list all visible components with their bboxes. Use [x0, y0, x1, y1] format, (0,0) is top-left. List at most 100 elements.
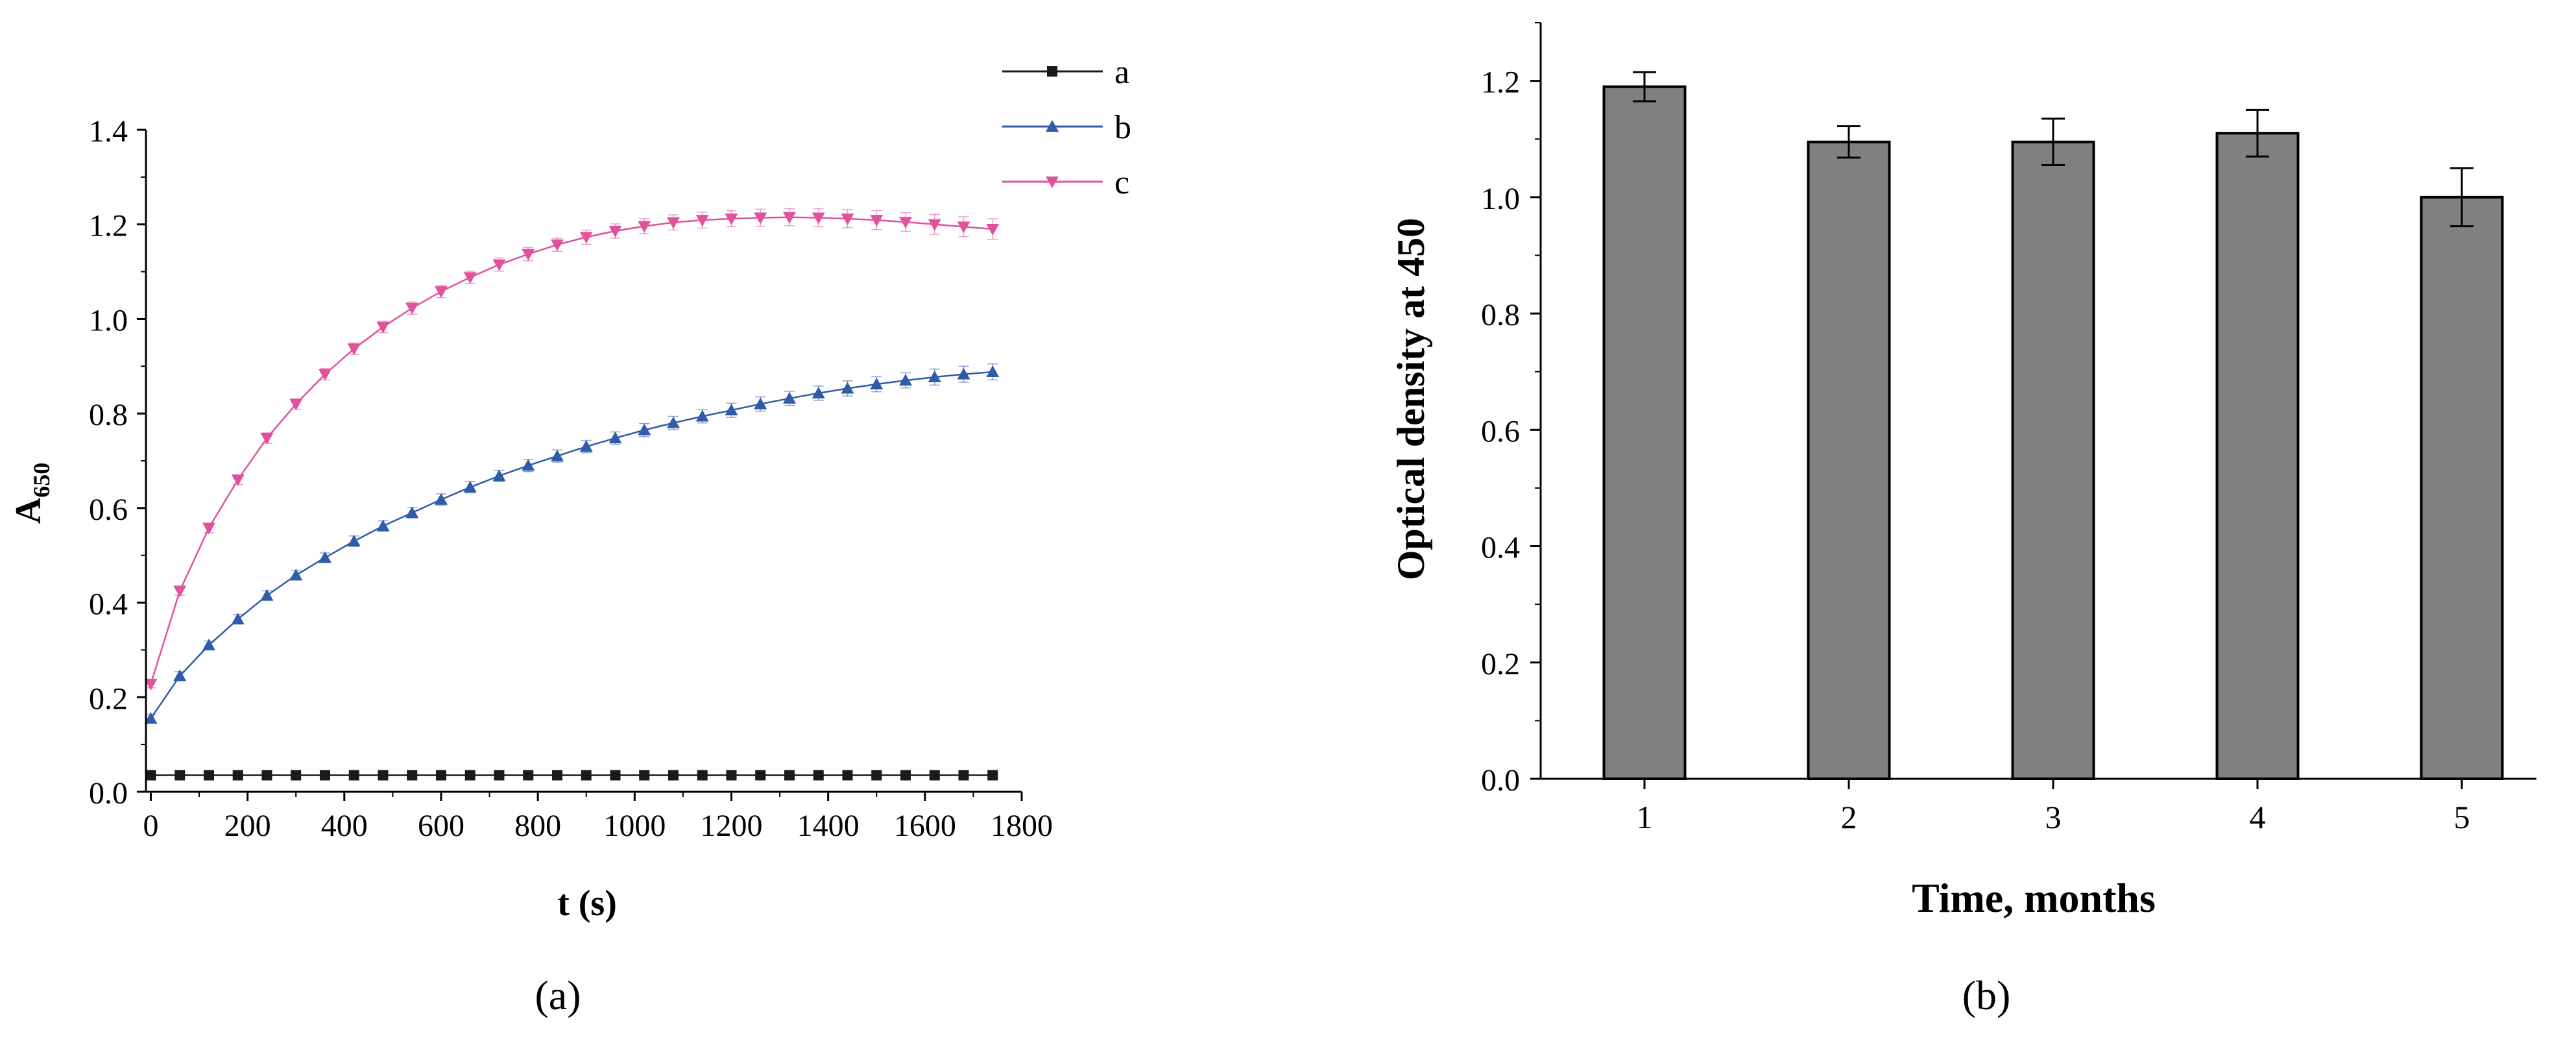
series-c-point [405, 302, 419, 315]
legend-marker-c [1046, 177, 1059, 188]
series-c-point [289, 398, 303, 411]
series-c-point [841, 213, 854, 225]
series-a-point [175, 770, 186, 781]
series-b-point [492, 469, 506, 482]
series-b-point [638, 423, 651, 435]
bar-month-4 [2215, 132, 2300, 780]
panel-b-x-tick-label: 2 [1841, 799, 1857, 835]
series-c-point [550, 239, 564, 252]
series-b-point [666, 416, 680, 428]
series-c [144, 208, 1000, 691]
series-c-point [463, 272, 477, 284]
bar-month-1 [1602, 85, 1687, 781]
panel-a-line-chart: 0.0 0.2 0.4 0.6 0.8 1.0 1.2 1.4 0 200 400 600 800 10… [8, 54, 1131, 1018]
series-b-point [812, 386, 825, 398]
panel-b-y-tick-label: 0.4 [1481, 531, 1520, 565]
series-a-point [464, 770, 475, 781]
panel-a-x-tick-label: 1800 [991, 809, 1053, 843]
series-a-point [407, 770, 418, 781]
panel-a-x-tick-label: 0 [143, 809, 158, 843]
series-b-point [782, 391, 796, 404]
panel-a-y-tick-label: 1.0 [89, 303, 128, 337]
series-a-point [900, 770, 911, 781]
bar-month-3 [2011, 140, 2095, 780]
series-c-point [928, 219, 941, 231]
series-a [145, 770, 998, 781]
series-a-point [929, 770, 940, 781]
series-a-point [697, 770, 708, 781]
series-c-point [202, 522, 215, 535]
series-a-point [958, 770, 969, 781]
series-c-point [347, 343, 361, 356]
panel-a-x-tick-label: 400 [321, 809, 368, 843]
panel-a-y-label-main: A [8, 497, 49, 524]
panel-b-y-tick-label: 0.6 [1481, 414, 1520, 448]
legend-label-a: a [1114, 54, 1129, 91]
series-a-point [378, 770, 389, 781]
panel-b-y-tick-label: 0.8 [1481, 298, 1520, 332]
panel-a-y-tick-label: 0.6 [89, 493, 128, 527]
panel-a-caption: (a) [535, 972, 581, 1018]
series-a-point [726, 770, 737, 781]
series-c-point [898, 217, 912, 229]
panel-b-bars [1602, 71, 2504, 781]
panel-b-y-tick-label: 0.0 [1481, 763, 1520, 798]
series-a-point [581, 770, 592, 781]
series-a-point [319, 770, 330, 781]
series-c-point [608, 225, 622, 238]
series-a-point [435, 770, 446, 781]
panel-b-x-tick-label: 4 [2250, 799, 2266, 835]
series-b-point [231, 613, 245, 625]
series-b-point [434, 493, 448, 505]
panel-a-x-axis-label: t (s) [557, 883, 617, 924]
panel-b-bar-chart: 0.0 0.2 0.4 0.6 0.8 1.0 1.2 1 2 3 4 5 Optical dens… [1390, 22, 2536, 1018]
panel-a-axes [137, 129, 1023, 801]
series-b-point [579, 440, 593, 452]
panel-b-x-axis-label: Time, months [1912, 875, 2156, 921]
panel-a-y-axis-label: A650 [8, 463, 54, 524]
series-a-point [145, 770, 156, 781]
series-c-point [957, 221, 970, 234]
legend-item-c: c [1002, 164, 1129, 201]
series-a-point [610, 770, 621, 781]
series-c-point [376, 321, 390, 334]
panel-a-y-tick-label: 1.4 [89, 114, 128, 149]
series-c-point [986, 224, 1000, 236]
series-a-point [291, 770, 302, 781]
panel-a-y-tick-label: 0.0 [89, 776, 128, 811]
panel-a-y-tick-label: 0.8 [89, 398, 128, 432]
series-a-point [784, 770, 795, 781]
series-c-point [666, 217, 680, 229]
series-a-point [348, 770, 359, 781]
series-c-point [434, 286, 448, 299]
series-c-point [754, 212, 767, 225]
legend-marker-b [1046, 120, 1059, 132]
series-c-point [522, 249, 535, 261]
series-a-point [203, 770, 214, 781]
series-b-point [870, 377, 884, 389]
panel-a-y-tick-label: 0.4 [89, 587, 128, 622]
series-b-point [318, 551, 331, 563]
series-c-point [812, 212, 825, 225]
series-b-point [405, 506, 419, 519]
panel-a-x-tick-label: 1600 [894, 809, 956, 843]
series-a-point [494, 770, 505, 781]
series-c-point [318, 369, 331, 381]
series-c-point [782, 212, 796, 224]
bar-month-5 [2420, 195, 2504, 781]
legend-item-a: a [1002, 54, 1129, 91]
series-a-point [871, 770, 882, 781]
series-c-point [579, 232, 593, 244]
series-c-point [144, 678, 158, 691]
panel-b-x-tick-label: 1 [1637, 799, 1653, 835]
panel-b-caption: (b) [1962, 972, 2011, 1018]
series-b-point [608, 432, 622, 444]
series-c-point [695, 215, 709, 227]
legend-label-b: b [1114, 109, 1131, 146]
panel-a-x-tick-label: 1000 [603, 809, 666, 843]
series-b-point [928, 371, 941, 383]
series-a-point [987, 770, 998, 781]
series-b-point [695, 410, 709, 422]
series-c-point [231, 474, 245, 487]
